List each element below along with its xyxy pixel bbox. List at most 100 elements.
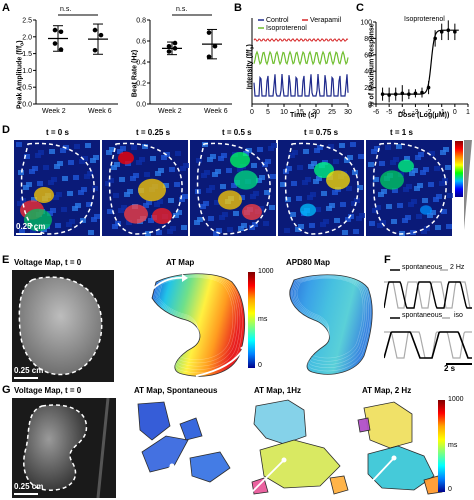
panel-b-series-isoproterenol [253,50,349,66]
panel-d-noise-cell [154,202,160,207]
panel-d-noise-cell [345,217,351,222]
panel-d-noise-cell [156,230,162,235]
panel-d-noise-cell [213,231,219,236]
panel-f-traces [384,269,472,365]
panel-b-legend-label: Verapamil [310,17,342,24]
panel-e-voltage-map [12,270,114,382]
panel-d-noise-cell [57,161,63,166]
panel-d-noise-cell [264,190,270,195]
panel-d-noise-cell [133,173,139,178]
panel-d-noise-cell [406,184,412,189]
panel-a-right-data-point [166,43,172,49]
panel-d-noise-cell [410,230,416,235]
panel-d-noise-cell [440,150,446,155]
panel-d-noise-cell [201,173,207,178]
panel-d-noise-cell [106,150,112,155]
panel-e-cbar-top: 1000 [258,268,274,275]
panel-g-cbar-bottom: 0 [448,486,452,493]
panel-c-data-point [393,92,398,96]
panel-d-noise-cell [120,146,126,151]
panel-d-noise-cell [87,171,93,176]
panel-d-noise-cell [286,166,292,171]
panel-d-noise-cell [196,158,202,163]
panel-d-noise-cell [308,164,314,169]
panel-d-noise-cell [269,205,275,210]
panel-d-noise-cell [157,199,163,204]
panel-d-noise-cell [380,220,386,225]
panel-e-at-isochrone [155,275,238,367]
panel-d-noise-cell [146,200,152,205]
panel-c-data-point [387,93,391,97]
panel-d-noise-cell [253,191,259,196]
panel-a-left-cat-2: Week 6 [88,108,112,115]
panel-d-noise-cell [430,210,436,215]
panel-letter-b: B [234,2,242,14]
panel-d-noise-cell [297,165,303,170]
panel-d-noise-cell [404,156,410,161]
panel-b-xlabel: Time (s) [290,112,317,119]
panel-d-noise-cell [385,145,391,150]
panel-d-noise-cell [218,156,224,161]
panel-d-noise-cell [86,202,92,207]
panel-e-apd-isochrone [292,276,369,368]
panel-e-cbar-mid: ms [258,316,268,323]
panel-g-1hz-region [253,399,307,445]
panel-d-tissue-outline [196,142,271,235]
panel-d-noise-cell [416,214,422,219]
panel-d-noise-cell [262,162,268,167]
panel-g-1hz-propagation-arrow [251,459,285,493]
panel-e-apd-isochrone [295,277,366,362]
panel-d-noise-cell [197,217,203,222]
panel-d-noise-cell [307,195,313,200]
panel-d-noise-cell [252,222,258,227]
panel-e-colorbar [248,272,255,368]
panel-a-left-sig: n.s. [60,6,72,13]
panel-d-noise-cell [112,224,118,229]
panel-g-2hz-arrowhead [391,455,397,461]
panel-g-cbar-mid: ms [448,442,458,449]
panel-g-title-1: Voltage Map, t = 0 [14,386,82,395]
panel-a-left-chart: Peak Amplitude (f/fo) 0.0 0.5 1.0 1.5 2.0 2.5… [6,6,128,126]
panel-g-2hz-propagation-arrow [361,457,395,493]
panel-d-noise-cell [447,193,453,198]
panel-d-noise-cell [417,183,423,188]
panel-d-noise-cell [347,155,353,160]
panel-d-noise-cell [109,147,115,152]
panel-d-noise-cell [48,180,54,185]
panel-c-xtick-label: 1 [466,109,470,116]
panel-d-scale-label: 0.25 cm [16,222,46,231]
panel-d-time-4: t = 0.75 s [304,128,339,137]
panel-b-chart: Intensity (f/fo) 0 5 10 15 20 25 30 Control Vera… [236,6,354,126]
panel-c-xtick-label: -3 [412,109,418,116]
panel-d-noise-cell [212,172,218,177]
panel-f-scale-label: 2 s [444,364,456,373]
panel-d-noise-cell [126,220,132,225]
panel-d-noise-cell [148,218,154,223]
panel-g-colorbar [438,400,445,492]
panel-d-noise-cell [397,203,403,208]
panel-d-noise-cell [92,186,98,191]
panel-g-1hz-region [251,477,269,495]
panel-d-heatmaps [14,140,453,236]
panel-d-noise-cell [289,153,295,158]
panel-d-noise-cell [216,228,222,233]
panel-d-noise-cell [62,176,68,181]
panel-g-spont-arrowhead [169,463,175,469]
panel-d-noise-cell [84,174,90,179]
panel-b-xtick-label: 20 [312,109,320,116]
panel-b-xtick-label: 0 [250,109,254,116]
panel-d-noise-cell [390,160,396,165]
panel-c-data-point [420,90,424,95]
panel-e-at-isochrone [157,276,236,364]
panel-g-2hz-region [423,475,443,495]
panel-d-noise-cell [368,162,374,167]
panel-d-noise-cell [173,213,179,218]
panel-d-noise-cell [251,163,257,168]
panel-e-at-isochrone [154,275,241,370]
panel-c-data-point [439,30,444,34]
panel-c-data-point [413,91,418,96]
panel-d-noise-cell [309,223,315,228]
panel-d-noise-cell [329,203,335,208]
panel-d-noise-cell [50,208,56,213]
panel-d-noise-cell [381,189,387,194]
